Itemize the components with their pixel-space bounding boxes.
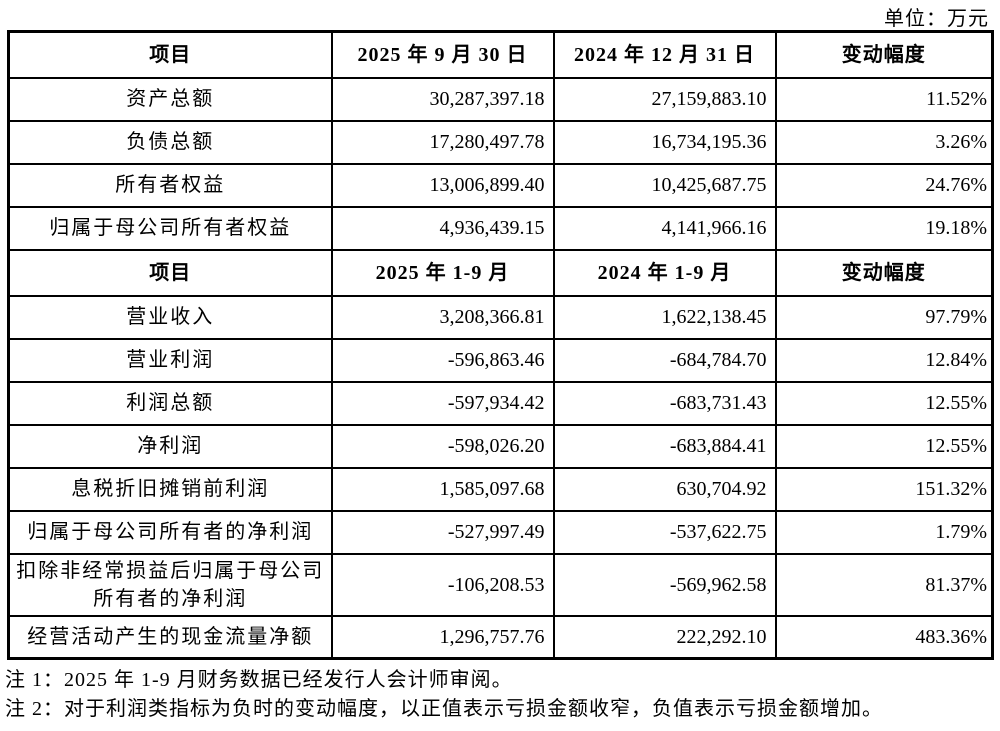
note-line: 注 1：2025 年 1-9 月财务数据已经发行人会计师审阅。 bbox=[5, 669, 513, 691]
change-cell: 12.55% bbox=[774, 423, 994, 469]
header-cell-col2: 2024 年 1-9 月 bbox=[552, 248, 777, 297]
financial-summary-table: 项目 2025 年 9 月 30 日 2024 年 12 月 31 日变动幅度 资产总… bbox=[7, 30, 994, 660]
item-cell: 净利润 bbox=[7, 423, 333, 469]
value-cell: -684,784.70 bbox=[552, 337, 777, 383]
table-row: 经营活动产生的现金流量净额 1,296,757.76 222,292.10 483.3… bbox=[7, 614, 994, 660]
header-cell-col1: 2025 年 1-9 月 bbox=[330, 248, 555, 297]
value-cell: 27,159,883.10 bbox=[552, 76, 777, 122]
value-cell: 4,141,966.16 bbox=[552, 205, 777, 251]
change-cell: 483.36% bbox=[774, 614, 994, 660]
header-cell-col3: 变动幅度 bbox=[774, 30, 994, 79]
value-cell: 3,208,366.81 bbox=[330, 294, 555, 340]
table-row: 利润总额 -597,934.42 -683,731.43 12.55% bbox=[7, 380, 994, 426]
value-cell: 4,936,439.15 bbox=[330, 205, 555, 251]
value-cell: -597,934.42 bbox=[330, 380, 555, 426]
table-header-row: 项目 2025 年 9 月 30 日 2024 年 12 月 31 日变动幅度 bbox=[7, 30, 994, 79]
value-cell: -527,997.49 bbox=[330, 509, 555, 555]
header-cell-col3: 变动幅度 bbox=[774, 248, 994, 297]
value-cell: 222,292.10 bbox=[552, 614, 777, 660]
change-cell: 3.26% bbox=[774, 119, 994, 165]
value-cell: -596,863.46 bbox=[330, 337, 555, 383]
item-cell: 经营活动产生的现金流量净额 bbox=[7, 614, 333, 660]
value-cell: -106,208.53 bbox=[330, 552, 555, 617]
value-cell: 10,425,687.75 bbox=[552, 162, 777, 208]
header-cell-item: 项目 bbox=[7, 248, 333, 297]
item-cell: 扣除非经常损益后归属于母公司所有者的净利润 bbox=[7, 552, 333, 617]
table-row: 归属于母公司所有者权益 4,936,439.15 4,141,966.16 19.18… bbox=[7, 205, 994, 251]
table-row: 负债总额 17,280,497.78 16,734,195.36 3.26% bbox=[7, 119, 994, 165]
table-header-row: 项目 2025 年 1-9 月 2024 年 1-9 月变动幅度 bbox=[7, 248, 994, 297]
item-cell: 营业收入 bbox=[7, 294, 333, 340]
table-row: 息税折旧摊销前利润 1,585,097.68 630,704.92 151.32% bbox=[7, 466, 994, 512]
note-line: 注 2：对于利润类指标为负时的变动幅度，以正值表示亏损金额收窄，负值表示亏损金额… bbox=[5, 698, 883, 720]
header-cell-col2: 2024 年 12 月 31 日 bbox=[552, 30, 777, 79]
value-cell: 13,006,899.40 bbox=[330, 162, 555, 208]
change-cell: 1.79% bbox=[774, 509, 994, 555]
change-cell: 19.18% bbox=[774, 205, 994, 251]
value-cell: 17,280,497.78 bbox=[330, 119, 555, 165]
item-cell: 归属于母公司所有者的净利润 bbox=[7, 509, 333, 555]
change-cell: 81.37% bbox=[774, 552, 994, 617]
change-cell: 11.52% bbox=[774, 76, 994, 122]
value-cell: 1,622,138.45 bbox=[552, 294, 777, 340]
value-cell: -537,622.75 bbox=[552, 509, 777, 555]
value-cell: 30,287,397.18 bbox=[330, 76, 555, 122]
table-row: 净利润 -598,026.20 -683,884.41 12.55% bbox=[7, 423, 994, 469]
value-cell: 16,734,195.36 bbox=[552, 119, 777, 165]
value-cell: -598,026.20 bbox=[330, 423, 555, 469]
item-cell: 资产总额 bbox=[7, 76, 333, 122]
item-cell: 息税折旧摊销前利润 bbox=[7, 466, 333, 512]
unit-label: 单位：万元 bbox=[884, 8, 989, 30]
table-row: 营业利润 -596,863.46 -684,784.70 12.84% bbox=[7, 337, 994, 383]
change-cell: 12.55% bbox=[774, 380, 994, 426]
footnotes: 注 1：2025 年 1-9 月财务数据已经发行人会计师审阅。注 2：对于利润类… bbox=[5, 666, 883, 724]
table-row: 所有者权益 13,006,899.40 10,425,687.75 24.76% bbox=[7, 162, 994, 208]
table-row: 营业收入 3,208,366.81 1,622,138.45 97.79% bbox=[7, 294, 994, 340]
item-cell: 所有者权益 bbox=[7, 162, 333, 208]
change-cell: 97.79% bbox=[774, 294, 994, 340]
item-cell: 营业利润 bbox=[7, 337, 333, 383]
value-cell: -683,731.43 bbox=[552, 380, 777, 426]
table-row: 资产总额 30,287,397.18 27,159,883.10 11.52% bbox=[7, 76, 994, 122]
value-cell: 1,585,097.68 bbox=[330, 466, 555, 512]
value-cell: -569,962.58 bbox=[552, 552, 777, 617]
change-cell: 151.32% bbox=[774, 466, 994, 512]
value-cell: 1,296,757.76 bbox=[330, 614, 555, 660]
change-cell: 12.84% bbox=[774, 337, 994, 383]
header-cell-col1: 2025 年 9 月 30 日 bbox=[330, 30, 555, 79]
value-cell: 630,704.92 bbox=[552, 466, 777, 512]
item-cell: 归属于母公司所有者权益 bbox=[7, 205, 333, 251]
header-cell-item: 项目 bbox=[7, 30, 333, 79]
item-cell: 利润总额 bbox=[7, 380, 333, 426]
value-cell: -683,884.41 bbox=[552, 423, 777, 469]
item-cell: 负债总额 bbox=[7, 119, 333, 165]
change-cell: 24.76% bbox=[774, 162, 994, 208]
table-row: 扣除非经常损益后归属于母公司所有者的净利润 -106,208.53 -569,962… bbox=[7, 552, 994, 617]
table-row: 归属于母公司所有者的净利润 -527,997.49 -537,622.75 1.79% bbox=[7, 509, 994, 555]
